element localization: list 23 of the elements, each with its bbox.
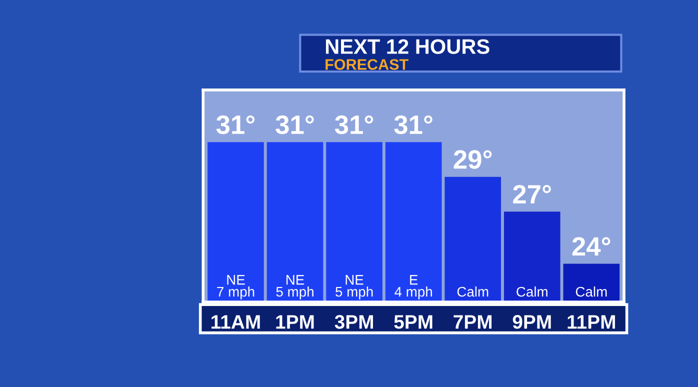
- annotation: NE 5 mph: [336, 275, 373, 300]
- x-tick-label: 5PM: [394, 315, 432, 329]
- x-tick-label: 1PM: [276, 315, 314, 329]
- annotation: NE 7 mph: [217, 275, 254, 300]
- annotation: Calm: [457, 286, 488, 297]
- data-label: 29°: [454, 150, 492, 169]
- data-label: 31°: [276, 115, 314, 134]
- x-tick-label: 9PM: [512, 315, 551, 329]
- x-tick-label: 11PM: [568, 315, 615, 329]
- annotation: Calm: [576, 286, 607, 297]
- data-label: 31°: [216, 115, 255, 134]
- x-tick-label: 7PM: [454, 315, 492, 329]
- annotation: NE 5 mph: [276, 275, 314, 300]
- annotation: Calm: [516, 286, 548, 297]
- data-label: 27°: [513, 184, 551, 204]
- annotation: E 4 mph: [394, 275, 432, 300]
- x-tick-label: 3PM: [334, 315, 373, 329]
- data-label: 24°: [572, 237, 610, 256]
- chart-subtitle: FORECAST: [326, 59, 408, 70]
- chart-title: NEXT 12 HOURS: [326, 39, 490, 54]
- data-label: 31°: [394, 115, 432, 134]
- data-label: 31°: [334, 115, 374, 134]
- x-tick-label: 11AM: [212, 315, 260, 329]
